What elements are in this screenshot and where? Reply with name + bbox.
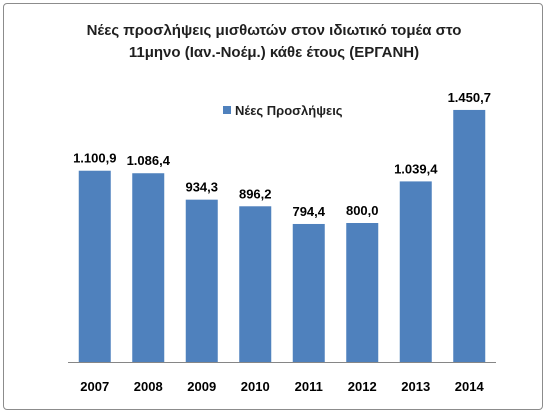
x-tick-label-2011: 2011 <box>295 379 323 394</box>
legend-swatch <box>223 106 231 114</box>
x-tick-label-2014: 2014 <box>455 379 485 394</box>
bar-2009 <box>185 199 218 362</box>
bar-2012 <box>346 223 379 362</box>
data-label-2013: 1.039,4 <box>394 161 438 176</box>
chart-title: Νέες προσλήψεις μισθωτών στον ιδιωτικό τ… <box>4 20 544 64</box>
x-tick-label-2009: 2009 <box>187 379 216 394</box>
bar-2014 <box>453 109 486 362</box>
legend-label: Νέες Προσλήψεις <box>235 103 343 118</box>
bar-2013 <box>399 181 432 362</box>
data-label-2009: 934,3 <box>185 180 218 195</box>
x-tick-label-2010: 2010 <box>241 379 270 394</box>
data-label-2012: 800,0 <box>346 203 379 218</box>
x-tick-label-2008: 2008 <box>134 379 163 394</box>
x-tick-label-2007: 2007 <box>80 379 109 394</box>
data-label-2008: 1.086,4 <box>127 153 171 168</box>
data-label-2014: 1.450,7 <box>448 90 491 105</box>
bar-2011 <box>292 223 325 362</box>
chart-title-line-2: 11μηνο (Ιαν.-Νοέμ.) κάθε έτους (ΕΡΓΑΝΗ) <box>128 44 420 61</box>
x-tick-label-2013: 2013 <box>401 379 430 394</box>
x-tick-label-2012: 2012 <box>348 379 377 394</box>
bar-2008 <box>132 173 165 362</box>
data-label-2011: 794,4 <box>292 204 325 219</box>
data-label-2007: 1.100,9 <box>73 151 116 166</box>
bar-2010 <box>239 206 272 362</box>
bar-2007 <box>78 170 111 362</box>
data-label-2010: 896,2 <box>239 186 272 201</box>
chart-title-line-1: Νέες προσλήψεις μισθωτών στον ιδιωτικό τ… <box>86 22 462 39</box>
